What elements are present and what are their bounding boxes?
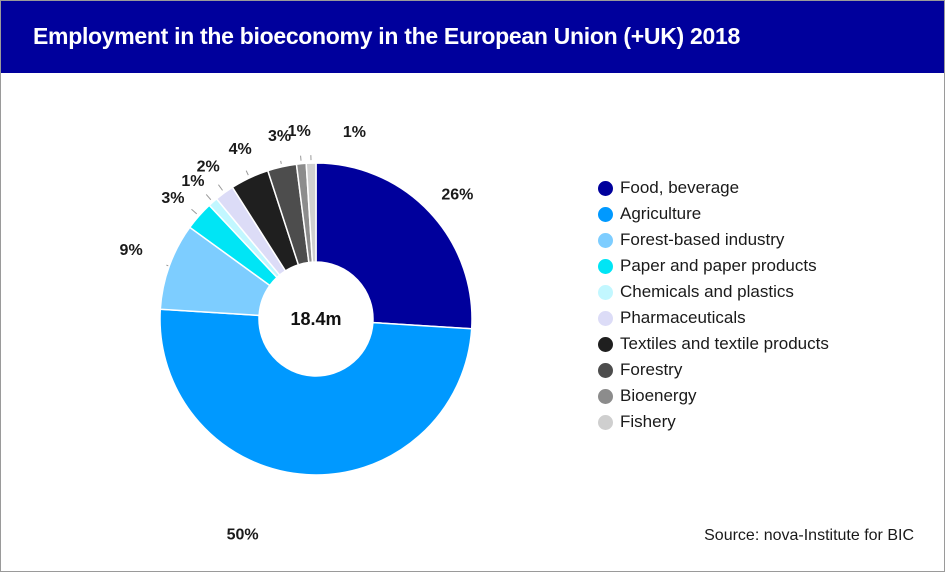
legend-swatch — [598, 206, 613, 222]
data-label-food-beverage: 26% — [441, 187, 473, 204]
leader-line-forest-based-industry — [166, 264, 169, 267]
legend-swatch — [598, 284, 613, 300]
legend-swatch — [598, 258, 613, 274]
legend-item-paper-and-paper-products: Paper and paper products — [598, 253, 829, 279]
data-label-chemicals-and-plastics: 1% — [181, 173, 204, 190]
slice-fishery — [305, 162, 317, 263]
data-label-forestry: 3% — [268, 128, 291, 145]
legend-label: Food, beverage — [620, 178, 740, 197]
legend-swatch — [598, 362, 613, 378]
leader-line-forestry — [280, 160, 282, 164]
chart-title: Employment in the bioeconomy in the Euro… — [33, 23, 740, 49]
center-total-label: 18.4m — [290, 309, 341, 329]
legend-label: Forestry — [620, 360, 683, 379]
legend-item-chemicals-and-plastics: Chemicals and plastics — [598, 279, 829, 305]
leader-line-paper-and-paper-products — [191, 208, 198, 215]
legend-label: Bioenergy — [620, 386, 697, 405]
legend-item-forest-based-industry: Forest-based industry — [598, 227, 829, 253]
leader-line-chemicals-and-plastics — [205, 194, 212, 201]
legend-swatch — [598, 336, 613, 352]
leader-line-pharmaceuticals — [218, 184, 223, 191]
title-bar: Employment in the bioeconomy in the Euro… — [1, 1, 944, 73]
chart-legend: Food, beverage Agriculture Forest-based in… — [598, 175, 829, 435]
data-label-pharmaceuticals: 2% — [197, 158, 220, 175]
leader-line-textiles-and-textile-products — [245, 170, 249, 176]
source-note: Source: nova-Institute for BIC — [704, 527, 914, 544]
legend-label: Chemicals and plastics — [620, 282, 794, 301]
slice-food-beverage — [315, 162, 473, 330]
data-label-paper-and-paper-products: 3% — [161, 190, 184, 207]
legend-item-textiles-and-textile-products: Textiles and textile products — [598, 331, 829, 357]
legend-label: Forest-based industry — [620, 230, 785, 249]
legend-label: Paper and paper products — [620, 256, 817, 275]
legend-item-fishery: Fishery — [598, 409, 829, 435]
legend-item-agriculture: Agriculture — [598, 201, 829, 227]
data-label-fishery: 1% — [343, 124, 366, 141]
legend-item-food-beverage: Food, beverage — [598, 175, 829, 201]
legend-item-bioenergy: Bioenergy — [598, 383, 829, 409]
legend-item-pharmaceuticals: Pharmaceuticals — [598, 305, 829, 331]
legend-swatch — [598, 388, 613, 404]
data-label-bioenergy: 1% — [288, 123, 311, 140]
data-label-textiles-and-textile-products: 4% — [229, 141, 252, 158]
legend-swatch — [598, 180, 613, 196]
legend-swatch — [598, 414, 613, 430]
legend-label: Pharmaceuticals — [620, 308, 746, 327]
legend-label: Fishery — [620, 412, 676, 431]
data-label-forest-based-industry: 9% — [120, 242, 143, 259]
slice-agriculture — [159, 308, 473, 476]
legend-swatch — [598, 232, 613, 248]
legend-label: Agriculture — [620, 204, 702, 223]
legend-label: Textiles and textile products — [620, 334, 829, 353]
legend-swatch — [598, 310, 613, 326]
data-label-agriculture: 50% — [227, 527, 259, 544]
legend-item-forestry: Forestry — [598, 357, 829, 383]
